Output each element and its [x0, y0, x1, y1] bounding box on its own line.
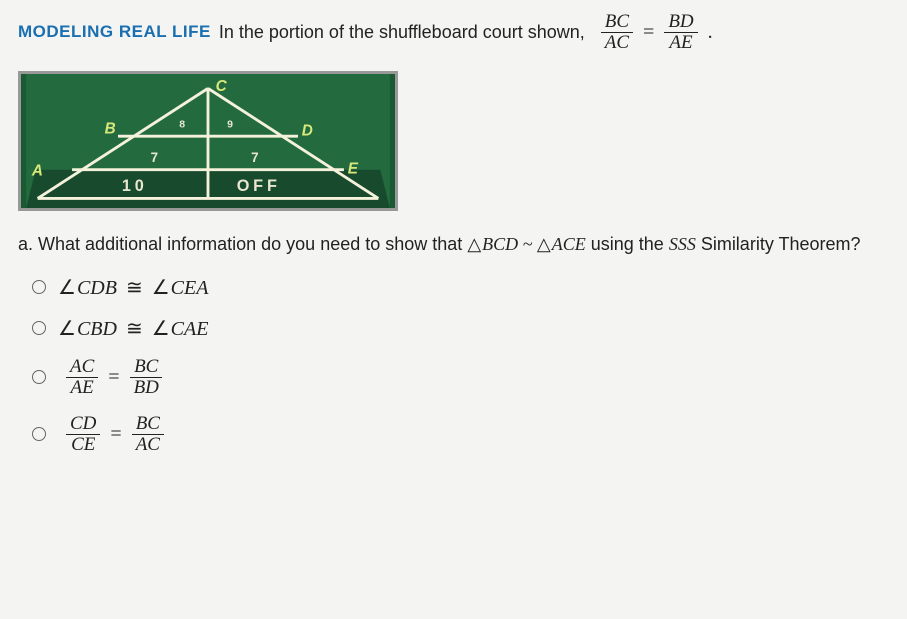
frac-num: AC	[66, 357, 98, 378]
period: .	[708, 21, 713, 44]
q-text-2: using the	[586, 234, 669, 254]
angle-icon	[152, 318, 171, 340]
equals-sign: =	[110, 423, 121, 446]
angle-icon	[58, 318, 77, 340]
option-1-content: CDB ≅ CEA	[58, 275, 208, 300]
frac-num: BD	[664, 12, 697, 33]
pt-C: C	[216, 78, 228, 95]
frac-den: BD	[130, 378, 163, 398]
triangle-icon	[467, 234, 482, 254]
option-2-content: CBD ≅ CAE	[58, 316, 208, 341]
pt-D: D	[302, 122, 313, 139]
prompt-text: In the portion of the shuffleboard court…	[219, 22, 585, 43]
pt-E: E	[348, 160, 359, 177]
frac-num: BC	[601, 12, 633, 33]
problem-header: MODELING REAL LIFE In the portion of the…	[18, 12, 889, 53]
label-9: 9	[227, 118, 233, 130]
label-8: 8	[179, 118, 185, 130]
tri-1: BCD	[482, 234, 518, 254]
label-7l: 7	[151, 150, 158, 165]
label-10: 10	[122, 177, 148, 195]
given-equation: BC AC = BD AE .	[601, 12, 713, 53]
angle-1b: CEA	[171, 277, 209, 299]
frac-num: BC	[132, 414, 164, 435]
question-a: a. What additional information do you ne…	[18, 231, 889, 257]
frac-den: AE	[665, 33, 696, 53]
frac-den: CE	[67, 435, 99, 455]
label-off: OFF	[237, 177, 281, 195]
congruent-sign: ≅	[126, 277, 143, 299]
congruent-sign: ≅	[126, 318, 143, 340]
radio-icon[interactable]	[32, 427, 46, 441]
modeling-label: MODELING REAL LIFE	[18, 22, 211, 42]
option-4-content: CD CE = BC AC	[66, 414, 164, 455]
angle-icon	[152, 277, 171, 299]
fraction-lhs: BC AC	[601, 12, 633, 53]
shuffleboard-figure: A B C D E 10 OFF 7 7 8 9	[18, 71, 398, 211]
q-text-3: Similarity Theorem?	[696, 234, 861, 254]
fraction-4b: BC AC	[132, 414, 164, 455]
sim-sign: ~	[518, 234, 537, 254]
answer-options: CDB ≅ CEA CBD ≅ CAE AC AE = BC BD	[18, 275, 889, 455]
frac-den: AE	[67, 378, 98, 398]
option-3[interactable]: AC AE = BC BD	[32, 357, 889, 398]
radio-icon[interactable]	[32, 280, 46, 294]
option-4[interactable]: CD CE = BC AC	[32, 414, 889, 455]
radio-icon[interactable]	[32, 370, 46, 384]
angle-2a: CBD	[77, 318, 117, 340]
fraction-4a: CD CE	[66, 414, 100, 455]
angle-1a: CDB	[77, 277, 117, 299]
angle-2b: CAE	[171, 318, 209, 340]
fraction-3a: AC AE	[66, 357, 98, 398]
angle-icon	[58, 277, 77, 299]
pt-B: B	[105, 120, 116, 137]
frac-num: BC	[130, 357, 162, 378]
radio-icon[interactable]	[32, 321, 46, 335]
fraction-rhs: BD AE	[664, 12, 697, 53]
option-1[interactable]: CDB ≅ CEA	[32, 275, 889, 300]
label-7r: 7	[251, 150, 258, 165]
sss-label: SSS	[669, 234, 696, 254]
option-2[interactable]: CBD ≅ CAE	[32, 316, 889, 341]
frac-den: AC	[601, 33, 633, 53]
q-text-1: What additional information do you need …	[38, 234, 467, 254]
pt-A: A	[31, 162, 43, 179]
tri-2: ACE	[552, 234, 586, 254]
triangle-icon	[537, 234, 552, 254]
equals-sign: =	[108, 366, 119, 389]
option-3-content: AC AE = BC BD	[66, 357, 163, 398]
frac-num: CD	[66, 414, 100, 435]
part-label: a.	[18, 234, 33, 254]
fraction-3b: BC BD	[130, 357, 163, 398]
equals-sign: =	[643, 21, 654, 44]
frac-den: AC	[132, 435, 164, 455]
